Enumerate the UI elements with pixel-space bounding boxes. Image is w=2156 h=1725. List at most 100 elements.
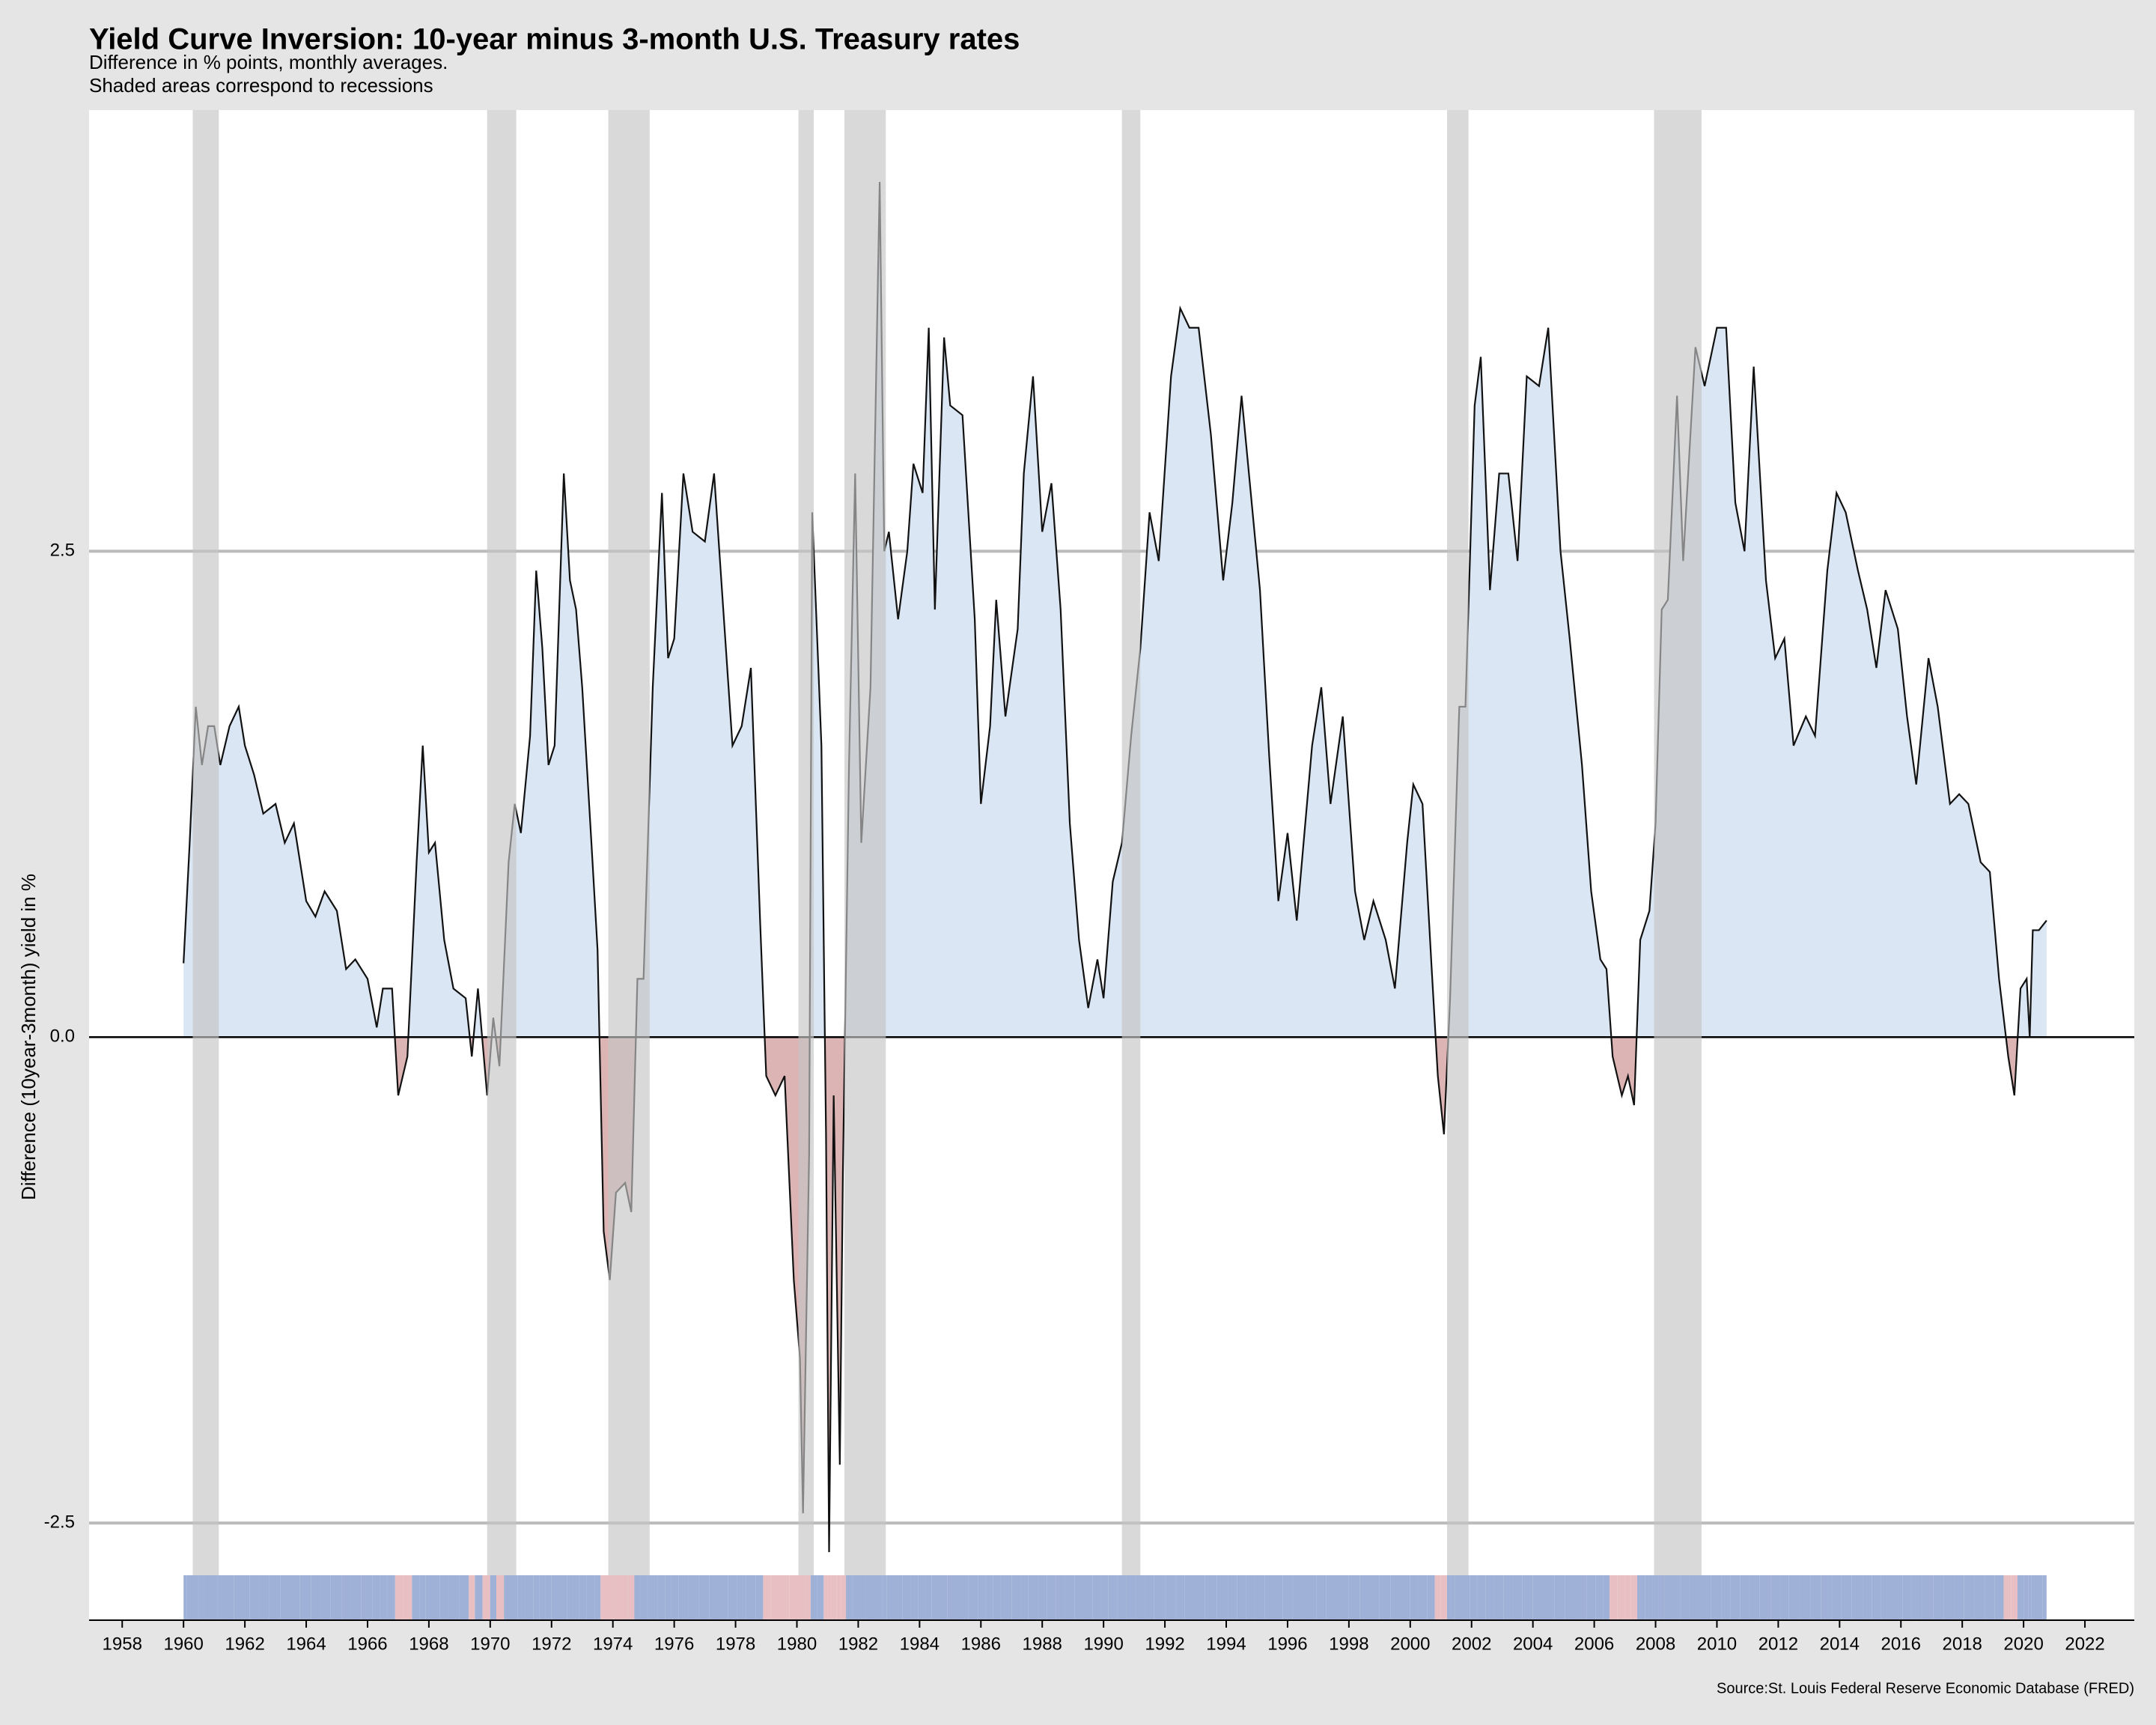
x-tick-label: 2016 <box>1881 1634 1921 1654</box>
sign-rug <box>1832 1575 1842 1620</box>
sign-rug <box>865 1575 875 1620</box>
sign-rug <box>810 1575 817 1620</box>
x-tick-label: 1980 <box>777 1634 817 1654</box>
sign-rug <box>779 1575 790 1620</box>
sign-rug <box>361 1575 373 1620</box>
sign-rug <box>311 1575 320 1620</box>
sign-rug <box>1108 1575 1118 1620</box>
sign-rug <box>192 1575 199 1620</box>
sign-rug <box>657 1575 666 1620</box>
sign-rug <box>789 1575 797 1620</box>
x-tick-label: 1976 <box>654 1634 694 1654</box>
x-tick-label: 2004 <box>1513 1634 1553 1654</box>
sign-rug <box>1359 1575 1369 1620</box>
sign-rug <box>211 1575 218 1620</box>
sign-rug <box>797 1575 802 1620</box>
sign-rug <box>606 1575 613 1620</box>
x-tick-label: 1994 <box>1206 1634 1246 1654</box>
recession-band <box>844 110 886 1620</box>
sign-rug <box>1282 1575 1293 1620</box>
sign-rug <box>746 1575 756 1620</box>
sign-rug <box>1427 1575 1435 1620</box>
sign-rug <box>931 1575 940 1620</box>
sign-rug <box>600 1575 607 1620</box>
x-tick-label: 1974 <box>593 1634 633 1654</box>
sign-rug <box>737 1575 746 1620</box>
sign-rug <box>1092 1575 1101 1620</box>
x-tick-label: 1988 <box>1023 1634 1062 1654</box>
sign-rug <box>1730 1575 1741 1620</box>
sign-rug <box>1770 1575 1780 1620</box>
sign-rug <box>634 1575 641 1620</box>
sign-rug <box>1788 1575 1800 1620</box>
sign-rug <box>1446 1575 1455 1620</box>
x-tick-label: 1960 <box>163 1634 203 1654</box>
sign-rug <box>1610 1575 1618 1620</box>
sign-rug <box>1000 1575 1012 1620</box>
sign-rug <box>1603 1575 1610 1620</box>
sign-rug <box>678 1575 689 1620</box>
recession-band <box>1446 110 1469 1620</box>
sign-rug <box>1462 1575 1470 1620</box>
x-tick-label: 1968 <box>409 1634 448 1654</box>
x-tick-label: 2010 <box>1697 1634 1737 1654</box>
sign-rug <box>817 1575 824 1620</box>
x-tick-label: 1982 <box>838 1634 878 1654</box>
sign-rug <box>579 1575 587 1620</box>
x-tick-label: 1984 <box>900 1634 940 1654</box>
sign-rug <box>1184 1575 1194 1620</box>
sign-rug <box>419 1575 426 1620</box>
sign-rug <box>852 1575 859 1620</box>
sign-rug <box>1513 1575 1523 1620</box>
x-tick-label: 1970 <box>470 1634 510 1654</box>
sign-rug <box>1974 1575 1985 1620</box>
x-tick-label: 1998 <box>1329 1634 1368 1654</box>
sign-rug <box>1964 1575 1975 1620</box>
sign-rug <box>496 1575 505 1620</box>
sign-rug <box>1455 1575 1463 1620</box>
sign-rug <box>1872 1575 1881 1620</box>
sign-rug <box>763 1575 771 1620</box>
sign-rug <box>1740 1575 1750 1620</box>
sign-rug <box>1652 1575 1659 1620</box>
x-tick-label: 2006 <box>1574 1634 1614 1654</box>
sign-rug <box>1911 1575 1922 1620</box>
sign-rug <box>217 1575 225 1620</box>
sign-rug <box>1126 1575 1136 1620</box>
sign-rug <box>925 1575 932 1620</box>
sign-rug <box>225 1575 234 1620</box>
sign-rug <box>1689 1575 1700 1620</box>
sign-rug <box>985 1575 993 1620</box>
sign-rug <box>648 1575 658 1620</box>
sign-rug <box>902 1575 911 1620</box>
sign-rug <box>1522 1575 1533 1620</box>
source-note: Source:St. Louis Federal Reserve Economi… <box>1717 1680 2134 1697</box>
sign-rug <box>628 1575 635 1620</box>
sign-rug <box>341 1575 351 1620</box>
sign-rug <box>425 1575 432 1620</box>
sign-rug <box>525 1575 534 1620</box>
sign-rug <box>947 1575 957 1620</box>
sign-rug <box>1205 1575 1217 1620</box>
sign-rug <box>204 1575 212 1620</box>
sign-rug <box>882 1575 887 1620</box>
x-tick-label: 2012 <box>1758 1634 1798 1654</box>
sign-rug <box>1264 1575 1274 1620</box>
y-tick-label: -2.5 <box>44 1512 75 1533</box>
sign-rug <box>594 1575 601 1620</box>
x-tick-label: 2014 <box>1820 1634 1860 1654</box>
sign-rug <box>1316 1575 1327 1620</box>
sign-rug <box>1779 1575 1789 1620</box>
sign-rug <box>918 1575 926 1620</box>
sign-rug <box>242 1575 250 1620</box>
y-axis-label: Difference (10year-3month) yield in % <box>17 874 40 1200</box>
x-tick-label: 2008 <box>1636 1634 1675 1654</box>
x-tick-label: 1972 <box>532 1634 571 1654</box>
sign-rug <box>1617 1575 1625 1620</box>
sign-rug <box>1672 1575 1681 1620</box>
sign-rug <box>1228 1575 1237 1620</box>
x-tick-label: 1996 <box>1267 1634 1307 1654</box>
sign-rug <box>330 1575 342 1620</box>
sign-rug <box>1273 1575 1283 1620</box>
